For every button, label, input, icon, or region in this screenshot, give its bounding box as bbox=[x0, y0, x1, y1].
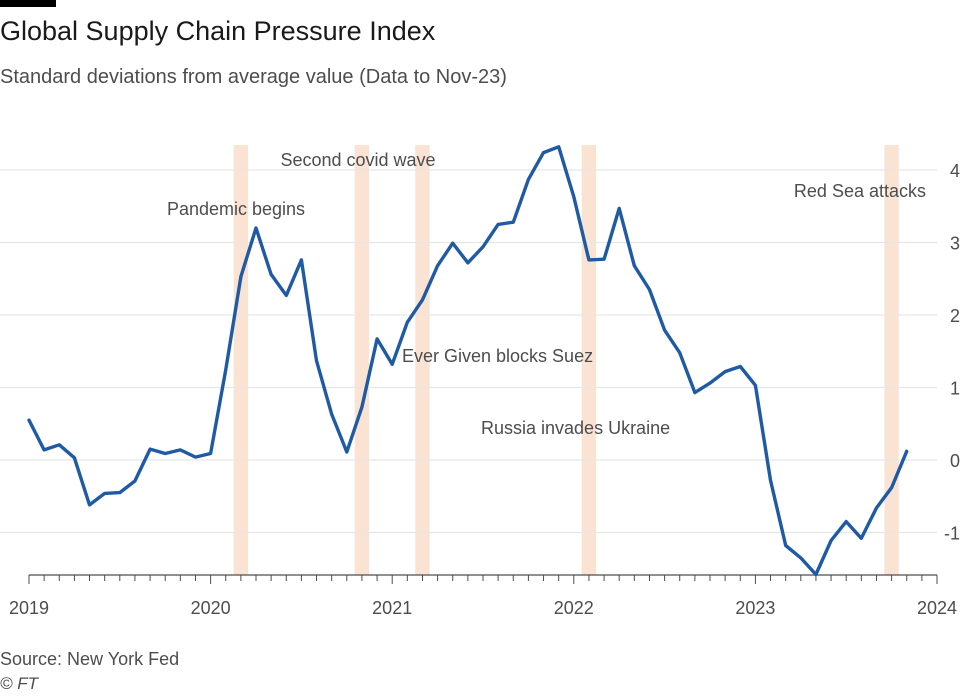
y-tick-label: 0 bbox=[950, 451, 960, 471]
x-tick-label: 2024 bbox=[917, 598, 957, 618]
x-axis: 2019 2020 2021 2022 2023 2024 bbox=[9, 574, 957, 618]
chart-subtitle: Standard deviations from average value (… bbox=[0, 66, 507, 88]
source-note: Source: New York Fed bbox=[0, 649, 180, 669]
y-tick-label: 3 bbox=[950, 234, 960, 254]
shaded-band-4 bbox=[884, 145, 899, 575]
y-tick-label: 1 bbox=[950, 379, 960, 399]
x-tick-label: 2023 bbox=[735, 598, 775, 618]
ft-top-bar bbox=[0, 0, 56, 7]
x-tick-label: 2022 bbox=[554, 598, 594, 618]
shaded-periods bbox=[233, 145, 899, 575]
y-tick-label: 2 bbox=[950, 306, 960, 326]
ft-credit: © FT bbox=[0, 674, 39, 693]
chart-title: Global Supply Chain Pressure Index bbox=[0, 16, 436, 46]
shaded-band-2 bbox=[415, 145, 430, 575]
shaded-band-1 bbox=[354, 145, 370, 575]
y-tick-label: 4 bbox=[950, 161, 960, 181]
shaded-band-3 bbox=[581, 145, 597, 575]
gridlines bbox=[0, 169, 937, 534]
annotation-label: Pandemic begins bbox=[167, 199, 305, 219]
x-tick-label: 2021 bbox=[372, 598, 412, 618]
series-group bbox=[27, 145, 909, 577]
x-tick-label: 2020 bbox=[191, 598, 231, 618]
y-tick-label: -1 bbox=[944, 524, 960, 544]
series-line-0 bbox=[27, 145, 909, 577]
y-axis-labels: -1 0 1 2 3 4 bbox=[944, 161, 960, 544]
x-tick-label: 2019 bbox=[9, 598, 49, 618]
shaded-band-0 bbox=[233, 145, 249, 575]
annotation-label: Red Sea attacks bbox=[794, 181, 926, 201]
annotation-label: Second covid wave bbox=[280, 150, 435, 170]
annotation-label: Russia invades Ukraine bbox=[481, 418, 670, 438]
annotations: Pandemic begins Second covid wave Ever Giv… bbox=[167, 150, 926, 438]
annotation-label: Ever Given blocks Suez bbox=[402, 346, 593, 366]
